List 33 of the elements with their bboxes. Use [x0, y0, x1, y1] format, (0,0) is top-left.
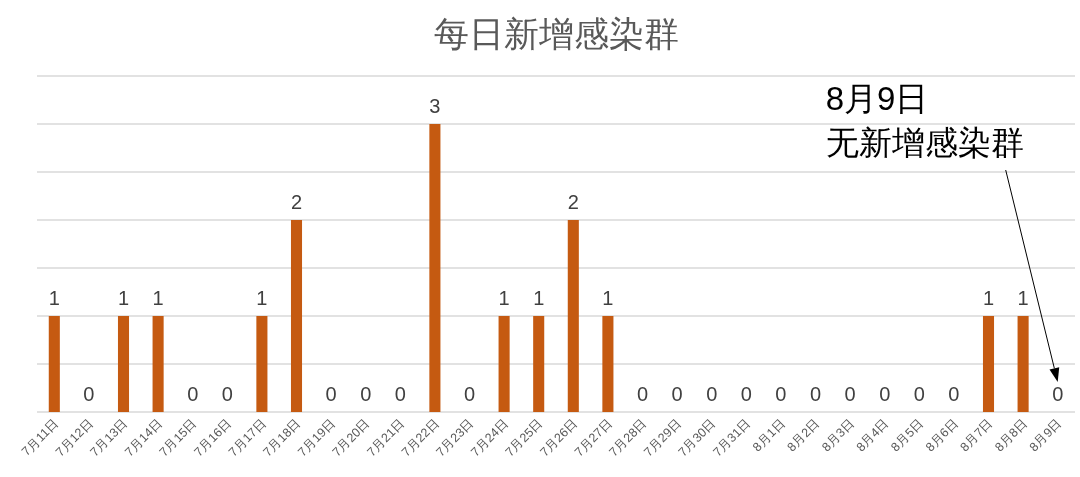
data-label: 0	[671, 383, 683, 405]
data-label: 0	[463, 383, 476, 405]
data-label: 0	[636, 383, 649, 405]
data-label: 0	[844, 383, 856, 405]
data-label: 0	[706, 383, 718, 405]
data-label: 1	[533, 287, 545, 309]
data-label: 1	[1017, 287, 1029, 309]
data-label: 2	[290, 191, 303, 213]
data-label: 0	[809, 383, 822, 405]
data-label: 1	[256, 287, 268, 309]
data-label: 0	[879, 383, 891, 405]
data-label: 1	[117, 287, 130, 309]
annotation: 无新增感染群	[825, 124, 1024, 161]
data-label: 0	[325, 383, 337, 405]
data-label: 0	[775, 383, 787, 405]
data-label: 0	[187, 383, 199, 405]
data-label: 0	[948, 383, 960, 405]
data-label: 1	[48, 287, 60, 309]
data-label: 0	[221, 383, 233, 405]
data-label: 1	[982, 287, 995, 309]
data-label: 0	[913, 383, 925, 405]
data-label: 0	[83, 383, 95, 405]
data-label: 0	[394, 383, 406, 405]
annotation: 8月9日	[825, 80, 929, 117]
title: 每日新增感染群	[433, 14, 679, 53]
data-label: 1	[498, 287, 510, 309]
data-label: 0	[360, 383, 372, 405]
data-label: 2	[567, 191, 579, 213]
data-label: 0	[740, 383, 752, 405]
data-label: 1	[152, 287, 164, 309]
data-label: 1	[602, 287, 614, 309]
data-label: 3	[429, 95, 441, 117]
data-label: 0	[1052, 383, 1064, 405]
